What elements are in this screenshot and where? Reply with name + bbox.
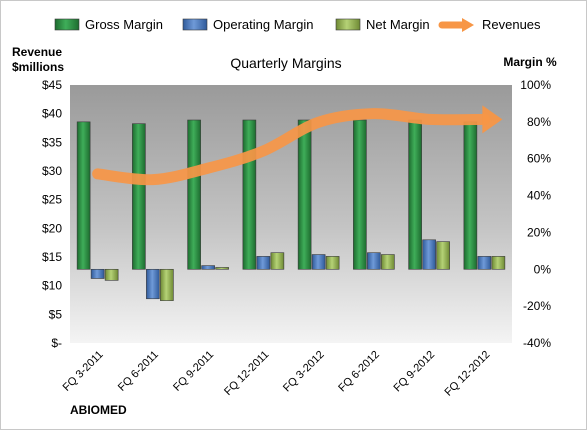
company-label: ABIOMED — [70, 403, 127, 417]
bar-net-margin — [104, 268, 119, 281]
legend-label: Net Margin — [366, 17, 430, 32]
bar-operating-margin — [477, 256, 492, 270]
bar-operating-margin — [201, 265, 215, 270]
legend-swatch-net-margin — [335, 18, 361, 31]
bar-gross-margin — [76, 121, 91, 270]
bar-operating-margin — [422, 239, 436, 270]
legend-swatch-revenues-arrow — [462, 18, 474, 32]
left-tick-label: $35 — [42, 135, 62, 149]
right-axis-ticks: -40% -20% 0% 20% 40% 60% 80% 100% — [520, 78, 551, 350]
bar-operating-margin — [367, 252, 381, 270]
bar-operating-margin — [90, 268, 105, 279]
bar-net-margin — [381, 254, 395, 270]
right-tick-label: -40% — [523, 336, 551, 350]
bar-operating-margin — [146, 268, 160, 300]
revenue-series — [92, 105, 503, 186]
legend: Gross Margin Operating Margin Net Margin Re… — [54, 17, 541, 32]
bar-gross-margin — [132, 123, 146, 270]
bar-operating-margin — [311, 254, 326, 270]
bar-gross-margin — [297, 119, 312, 270]
right-tick-label: 40% — [527, 189, 551, 203]
left-axis-label-line2: $millions — [12, 60, 64, 74]
right-tick-label: 80% — [527, 115, 551, 129]
left-tick-label: $- — [51, 336, 62, 350]
bar-gross-margin — [353, 119, 367, 270]
left-tick-label: $25 — [42, 193, 62, 207]
legend-swatch-operating-margin — [182, 18, 208, 31]
left-tick-label: $40 — [42, 107, 62, 121]
legend-label: Operating Margin — [213, 17, 313, 32]
bar-gross-margin — [242, 119, 257, 270]
bar-net-margin — [270, 252, 285, 270]
right-tick-label: 0% — [534, 262, 552, 276]
left-tick-label: $15 — [42, 250, 62, 264]
revenue-line — [92, 108, 490, 186]
right-axis-label: Margin % — [503, 55, 557, 69]
bar-net-margin — [491, 256, 506, 270]
right-tick-label: 20% — [527, 225, 551, 239]
legend-label: Revenues — [482, 17, 541, 32]
left-axis-label-line1: Revenue — [12, 45, 62, 59]
legend-label: Gross Margin — [85, 17, 163, 32]
bar-net-margin — [436, 241, 450, 270]
legend-swatch-gross-margin — [54, 18, 80, 31]
left-tick-label: $30 — [42, 164, 62, 178]
left-tick-label: $5 — [49, 307, 63, 321]
left-tick-label: $10 — [42, 279, 62, 293]
right-tick-label: 100% — [520, 78, 551, 92]
bar-gross-margin — [463, 121, 478, 270]
bar-operating-margin — [256, 256, 271, 270]
bar-net-margin — [160, 268, 174, 301]
bar-net-margin — [215, 267, 229, 270]
left-tick-label: $45 — [42, 78, 62, 92]
bar-gross-margin — [408, 119, 422, 270]
bar-gross-margin — [187, 119, 201, 270]
right-tick-label: 60% — [527, 152, 551, 166]
right-tick-label: -20% — [523, 299, 551, 313]
left-tick-label: $20 — [42, 221, 62, 235]
chart-title: Quarterly Margins — [230, 55, 341, 71]
revenue-arrowhead — [482, 105, 503, 134]
left-axis-ticks: $- $5 $10 $15 $20 $25 $30 $35 $40 $45 — [42, 78, 62, 350]
bar-net-margin — [325, 256, 340, 270]
